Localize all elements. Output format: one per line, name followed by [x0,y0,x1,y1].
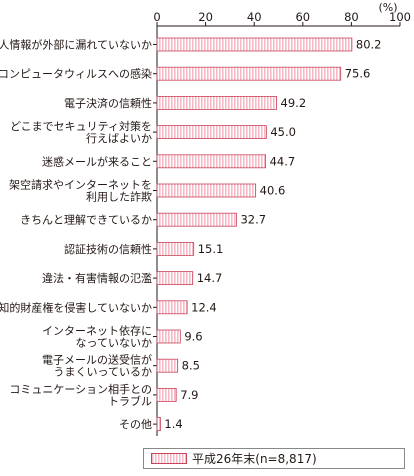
bar-value-label: 32.7 [240,213,266,227]
bar-value-label: 44.7 [270,154,296,168]
bar [156,212,237,227]
bar-value-label: 12.4 [191,300,217,314]
bar-value-label: 40.6 [260,184,286,198]
bar [156,329,181,344]
unit-label: (%) [378,1,397,14]
bar-group: 個人情報が外部に漏れていないか 80.2 コンピュータウィルスへの感染 75.6 電子決… [0,38,381,432]
bar [156,125,267,139]
category-label: コミュニケーション相手とのトラブル [9,382,152,408]
x-tick-label: 100 [389,10,411,24]
bar-value-label: 15.1 [198,242,224,256]
bar [156,96,277,110]
category-label: 架空請求やインターネットを利用した詐欺 [9,178,152,204]
bar [156,241,195,256]
category-label: どこまでセキュリティ対策を行えばよいか [10,119,152,145]
category-label: きちんと理解できているか [20,213,152,227]
category-label: 迷惑メールが来ること [42,154,152,168]
bar [156,300,188,315]
category-label: 電子メールの送受信がうまくいっているか [42,353,152,379]
category-label: 違法・有害情報の氾濫 [42,271,152,285]
bar [156,154,267,169]
bar [156,66,342,81]
category-label: 知的財産権を侵害していないか [0,300,152,314]
bar-value-label: 14.7 [197,271,223,285]
bar-value-label: 80.2 [356,38,382,52]
legend-label: 平成26年末(n=8,817) [192,452,317,466]
bar [156,417,161,432]
bar [156,183,257,198]
bar-value-label: 7.9 [180,388,198,402]
bar-value-label: 75.6 [345,67,371,81]
legend-swatch [151,453,187,464]
category-label: インターネット依存になっていないか [42,324,152,350]
bar [156,37,353,52]
x-tick-label: 80 [344,10,359,24]
x-tick-label: 60 [295,10,310,24]
legend: 平成26年末(n=8,817) [143,448,405,469]
x-tick-label: 40 [247,10,262,24]
bar [156,358,179,373]
x-tick-label: 20 [198,10,213,24]
bar-value-label: 49.2 [281,96,307,110]
x-tick-label: 0 [153,10,160,24]
category-label: 個人情報が外部に漏れていないか [0,38,152,52]
category-label: 認証技術の信頼性 [64,242,152,256]
axis-group: 0 20 40 60 80 100 [153,10,411,436]
bar-value-label: 9.6 [184,330,202,344]
category-label: その他 [119,418,152,431]
bar [156,387,177,402]
bar-value-label: 8.5 [182,359,200,373]
category-label: コンピュータウィルスへの感染 [0,67,152,81]
category-label: 電子決済の信頼性 [64,96,152,110]
bar-value-label: 1.4 [164,417,182,431]
bar-value-label: 45.0 [270,125,296,139]
bar [156,271,194,286]
